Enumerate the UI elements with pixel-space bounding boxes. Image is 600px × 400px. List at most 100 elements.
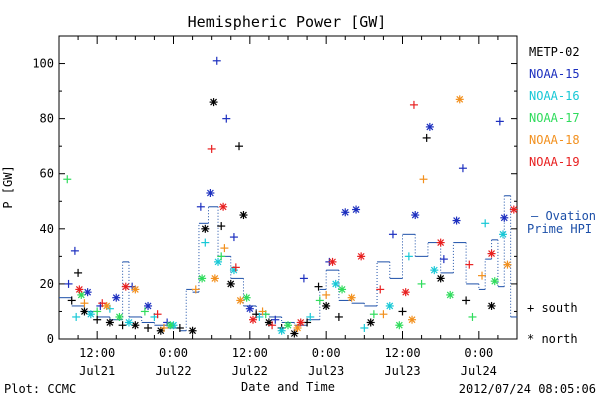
north-point-noaa-16	[124, 318, 133, 327]
north-point-noaa-15	[500, 213, 509, 222]
north-point-noaa-18	[210, 274, 219, 283]
south-point-noaa-18	[220, 244, 229, 253]
south-point-noaa-15	[64, 279, 73, 288]
south-point-noaa-19	[98, 299, 107, 308]
north-point-noaa-18	[455, 95, 464, 104]
north-point-metp-02	[436, 274, 445, 283]
north-point-noaa-19	[436, 238, 445, 247]
y-tick-label: 40	[40, 222, 54, 236]
legend-item-noaa-15: NOAA-15	[529, 67, 580, 81]
north-point-metp-02	[239, 211, 248, 220]
north-point-noaa-19	[509, 205, 518, 214]
north-point-noaa-19	[296, 318, 305, 327]
south-point-metp-02	[235, 142, 244, 151]
south-point-metp-02	[74, 268, 83, 277]
south-point-noaa-16	[404, 252, 413, 261]
north-point-noaa-18	[236, 296, 245, 305]
north-point-metp-02	[487, 301, 496, 310]
north-point-noaa-18	[293, 323, 302, 332]
south-point-noaa-17	[93, 307, 102, 316]
plot-credit: Plot: CCMC	[4, 382, 76, 396]
south-point-metp-02	[217, 222, 226, 231]
y-axis-label: P [GW]	[1, 165, 15, 208]
y-tick-label: 80	[40, 112, 54, 126]
x-tick-date-label: Jul24	[461, 364, 497, 378]
x-axis: 12:00 Jul21 0:00 Jul22 12:00 Jul22 0:00 Jul23 12…	[58, 36, 518, 378]
north-point-metp-02	[209, 98, 218, 107]
south-point-metp-02	[144, 323, 153, 332]
x-tick-time-label: 0:00	[312, 346, 341, 360]
timestamp: 2012/07/24 08:05:06	[459, 382, 596, 396]
north-point-noaa-19	[487, 249, 496, 258]
south-point-noaa-15	[229, 233, 238, 242]
north-point-metp-02	[188, 326, 197, 335]
north-point-noaa-18	[503, 260, 512, 269]
legend-item-noaa-17: NOAA-17	[529, 111, 580, 125]
north-point-metp-02	[322, 301, 331, 310]
north-point-noaa-17	[242, 293, 251, 302]
south-point-noaa-16	[306, 312, 315, 321]
north-point-noaa-15	[83, 288, 92, 297]
north-point-noaa-15	[341, 208, 350, 217]
north-point-noaa-15	[144, 301, 153, 310]
north-point-noaa-16	[331, 279, 340, 288]
south-point-noaa-17	[217, 252, 226, 261]
north-point-noaa-17	[166, 321, 175, 330]
south-point-metp-02	[398, 307, 407, 316]
legend-item-metp-02: METP-02	[529, 45, 580, 59]
north-point-noaa-15	[245, 304, 254, 313]
north-point-noaa-18	[347, 293, 356, 302]
north-point-noaa-17	[338, 285, 347, 294]
y-tick-label: 0	[47, 332, 54, 346]
south-point-metp-02	[422, 133, 431, 142]
south-point-noaa-17	[140, 307, 149, 316]
x-tick-date-label: Jul22	[232, 364, 268, 378]
ovation-label-line1: – Ovation	[531, 209, 596, 223]
south-point-noaa-17	[63, 175, 72, 184]
south-symbol-legend: + south	[527, 301, 578, 315]
south-point-noaa-17	[417, 279, 426, 288]
south-point-noaa-18	[159, 323, 168, 332]
south-point-metp-02	[314, 282, 323, 291]
north-point-noaa-16	[499, 230, 508, 239]
south-point-noaa-15	[222, 114, 231, 123]
south-point-noaa-18	[258, 307, 267, 316]
north-point-metp-02	[226, 279, 235, 288]
south-point-noaa-17	[468, 312, 477, 321]
south-point-noaa-19	[376, 285, 385, 294]
x-tick-time-label: 12:00	[232, 346, 268, 360]
south-point-metp-02	[462, 296, 471, 305]
legend-item-noaa-18: NOAA-18	[529, 133, 580, 147]
x-tick-date-label: Jul21	[79, 364, 115, 378]
south-point-noaa-18	[191, 285, 200, 294]
north-point-noaa-15	[352, 205, 361, 214]
north-point-noaa-19	[249, 315, 258, 324]
legend-item-noaa-19: NOAA-19	[529, 155, 580, 169]
north-point-noaa-15	[206, 189, 215, 198]
south-point-noaa-18	[379, 310, 388, 319]
north-point-noaa-16	[86, 310, 95, 319]
south-point-noaa-15	[495, 117, 504, 126]
data-points	[63, 56, 518, 338]
legend-item-noaa-16: NOAA-16	[529, 89, 580, 103]
south-point-noaa-19	[207, 144, 216, 153]
south-point-noaa-19	[153, 310, 162, 319]
south-point-noaa-15	[439, 255, 448, 264]
south-point-noaa-17	[315, 296, 324, 305]
south-point-noaa-15	[271, 315, 280, 324]
south-point-noaa-15	[212, 56, 221, 65]
north-point-noaa-19	[357, 252, 366, 261]
south-point-noaa-18	[419, 175, 428, 184]
south-point-noaa-17	[369, 310, 378, 319]
x-axis-label: Date and Time	[241, 380, 335, 394]
north-symbol-legend: * north	[527, 332, 578, 346]
x-tick-date-label: Jul22	[155, 364, 191, 378]
chart-title: Hemispheric Power [GW]	[188, 13, 387, 31]
south-point-noaa-18	[478, 271, 487, 280]
north-point-noaa-15	[112, 293, 121, 302]
x-tick-time-label: 0:00	[159, 346, 188, 360]
north-point-noaa-18	[102, 301, 111, 310]
south-point-noaa-19	[409, 100, 418, 109]
x-tick-time-label: 0:00	[464, 346, 493, 360]
